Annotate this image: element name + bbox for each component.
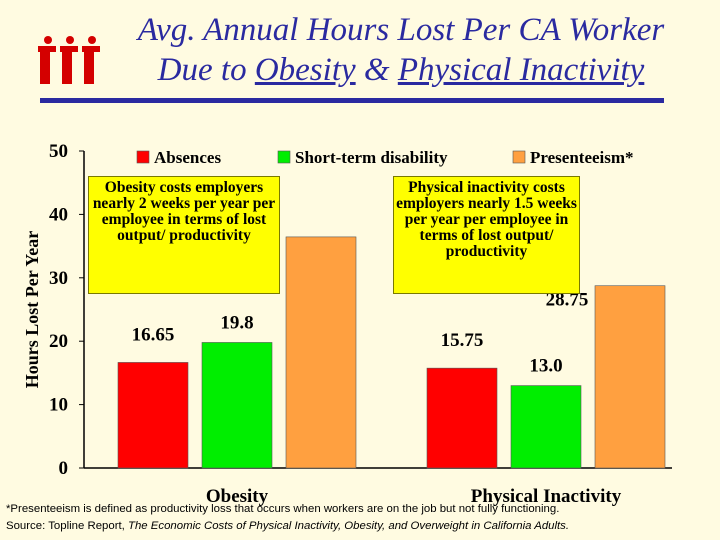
data-label: 19.8 [220,312,253,333]
y-tick-label: 0 [59,458,69,479]
title-prefix: Due to [157,52,255,88]
x-category-label: Physical Inactivity [471,486,622,507]
title-divider [40,98,664,103]
legend-label: Presenteeism* [530,148,634,167]
logo-icon [38,36,100,84]
legend-label: Absences [154,148,221,167]
legend-swatch [277,150,291,164]
title-inactivity: Physical Inactivity [397,52,645,88]
y-tick-label: 50 [49,141,68,162]
data-label: 16.65 [132,324,175,345]
x-category-label: Obesity [206,486,269,507]
legend-swatch [512,150,526,164]
data-label: 15.75 [441,330,484,351]
bar-0-0 [117,362,189,469]
data-label: 28.75 [546,290,589,311]
footnote-definition: *Presenteeism is defined as productivity… [6,503,560,515]
legend-label: Short-term disability [295,148,448,167]
bar-1-1 [510,385,582,469]
footnote-source: Source: Topline Report, The Economic Cos… [6,518,718,535]
legend-swatch [136,150,150,164]
y-tick-label: 30 [49,268,68,289]
bar-2-0 [285,236,357,469]
obesity-callout: Obesity costs employers nearly 2 weeks p… [88,176,280,294]
bar-0-1 [426,367,498,469]
y-tick-label: 10 [49,395,68,416]
title-obesity: Obesity [254,52,356,88]
bar-2-1 [594,285,666,469]
data-label: 13.0 [529,356,562,377]
bar-1-0 [201,342,273,469]
title-line-1: Avg. Annual Hours Lost Per CA Worker [137,12,665,48]
source-prefix: Source: Topline Report, [6,520,128,532]
y-tick-label: 40 [49,204,68,225]
source-title: The Economic Costs of Physical Inactivit… [128,520,570,532]
y-axis-label: Hours Lost Per Year [22,231,42,388]
title-line-2: Due to Obesity & Physical Inactivity [96,50,706,90]
footnote: *Presenteeism is defined as productivity… [6,501,718,535]
title-ampersand: & [355,52,398,88]
y-tick-label: 20 [49,331,68,352]
page-title: Avg. Annual Hours Lost Per CA Worker Due… [96,10,706,90]
inactivity-callout: Physical inactivity costs employers near… [393,176,580,294]
